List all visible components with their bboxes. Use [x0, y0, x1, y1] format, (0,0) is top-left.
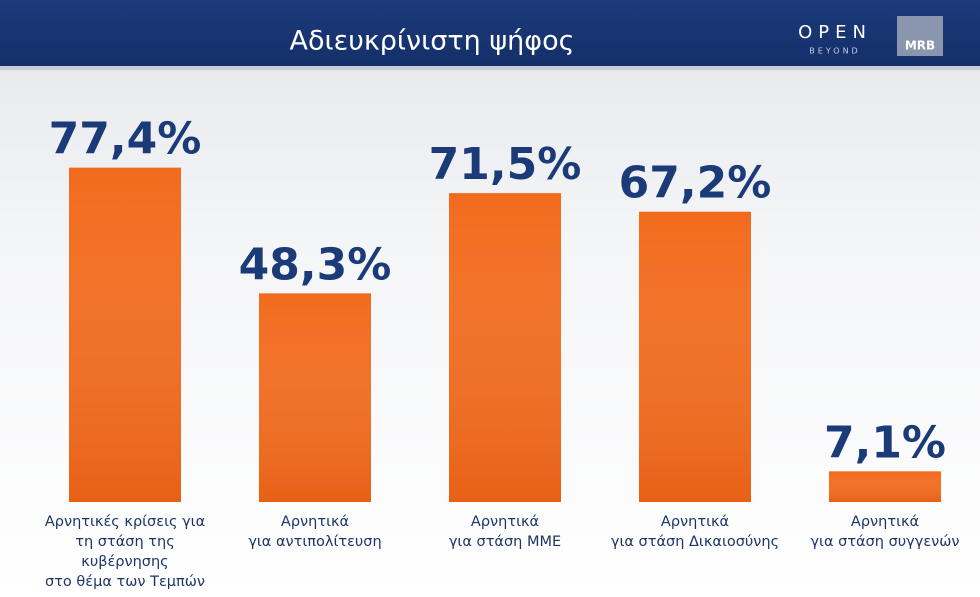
x-tick-label: Αρνητικά για στάση συγγενών: [810, 514, 960, 550]
value-label: 7,1%: [824, 417, 946, 468]
value-label: 67,2%: [619, 158, 772, 209]
chart-title: Αδιευκρίνιστη ψήφος: [290, 26, 575, 57]
x-tick-label: Αρνητικά για στάση ΜΜΕ: [448, 514, 562, 550]
header-bar: [0, 0, 980, 66]
channel-tagline: BEYOND: [809, 47, 860, 56]
bar-shade: [639, 211, 751, 503]
bar-shade: [259, 293, 371, 502]
channel-logo: OPEN: [798, 22, 872, 43]
x-tick-label: Αρνητικά για στάση Δικαιοσύνης: [610, 514, 780, 550]
value-label: 48,3%: [239, 239, 392, 290]
x-tick-label: Αρνητικές κρίσεις για τη στάση της κυβέρ…: [44, 514, 206, 590]
value-label: 77,4%: [49, 114, 202, 165]
x-tick-label: Αρνητικά για αντιπολίτευση: [248, 514, 382, 550]
bar-shade: [829, 471, 941, 502]
header-strip: [0, 66, 980, 70]
value-label: 71,5%: [429, 139, 582, 190]
bar-shade: [449, 193, 561, 502]
pollster-logo: MRB: [905, 39, 935, 53]
pollster-logo-box: [897, 16, 943, 56]
bar-shade: [69, 167, 181, 502]
